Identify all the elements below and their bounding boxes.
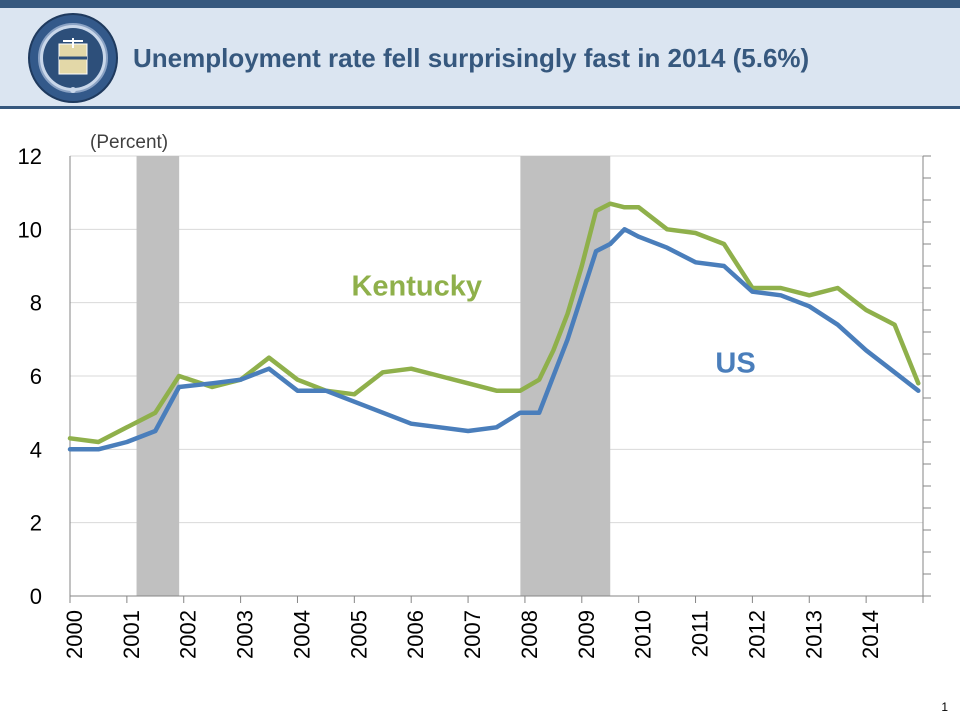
y-tick-label: 2	[30, 511, 42, 536]
y-tick-label: 0	[30, 584, 42, 609]
y-tick-label: 4	[30, 437, 42, 462]
y-tick-label: 8	[30, 291, 42, 316]
x-tick-label: 2001	[119, 610, 144, 659]
page-number: 1	[941, 700, 948, 714]
x-tick-label: 2014	[858, 610, 883, 659]
y-tick-label: 10	[18, 217, 42, 242]
x-tick-label: 2007	[460, 610, 485, 659]
x-tick-label: 2013	[801, 610, 826, 659]
top-bar	[0, 0, 960, 8]
series-label-us: US	[715, 347, 755, 379]
series-label-kentucky: Kentucky	[351, 270, 482, 302]
slide-title: Unemployment rate fell surprisingly fast…	[133, 43, 810, 73]
unit-label: (Percent)	[90, 132, 168, 153]
y-tick-label: 12	[18, 144, 42, 169]
series-line-us	[67, 227, 921, 452]
treasury-seal-icon	[28, 13, 118, 103]
x-tick-label: 2005	[346, 610, 371, 659]
recession-band	[520, 156, 611, 596]
x-tick-label: 2008	[517, 610, 542, 659]
x-tick-label: 2011	[688, 610, 713, 657]
recession-band	[136, 156, 180, 596]
slide-header: Unemployment rate fell surprisingly fast…	[0, 8, 960, 106]
unemployment-line-chart: 0 2 4 6 8 10 12 2000 2001 2002 2003 2004 2005 2006 200…	[18, 132, 931, 659]
x-tick-label: 2009	[574, 610, 599, 659]
x-tick-label: 2012	[744, 610, 769, 659]
series-line-kentucky	[67, 201, 921, 445]
x-tick-label: 2004	[289, 610, 314, 659]
x-tick-label: 2002	[176, 610, 201, 659]
x-tick-label: 2003	[233, 610, 258, 659]
x-tick-label: 2000	[62, 610, 87, 659]
x-tick-label: 2006	[403, 610, 428, 659]
header-rule	[0, 106, 960, 109]
y-tick-label: 6	[30, 364, 42, 389]
x-tick-label: 2010	[631, 610, 656, 659]
